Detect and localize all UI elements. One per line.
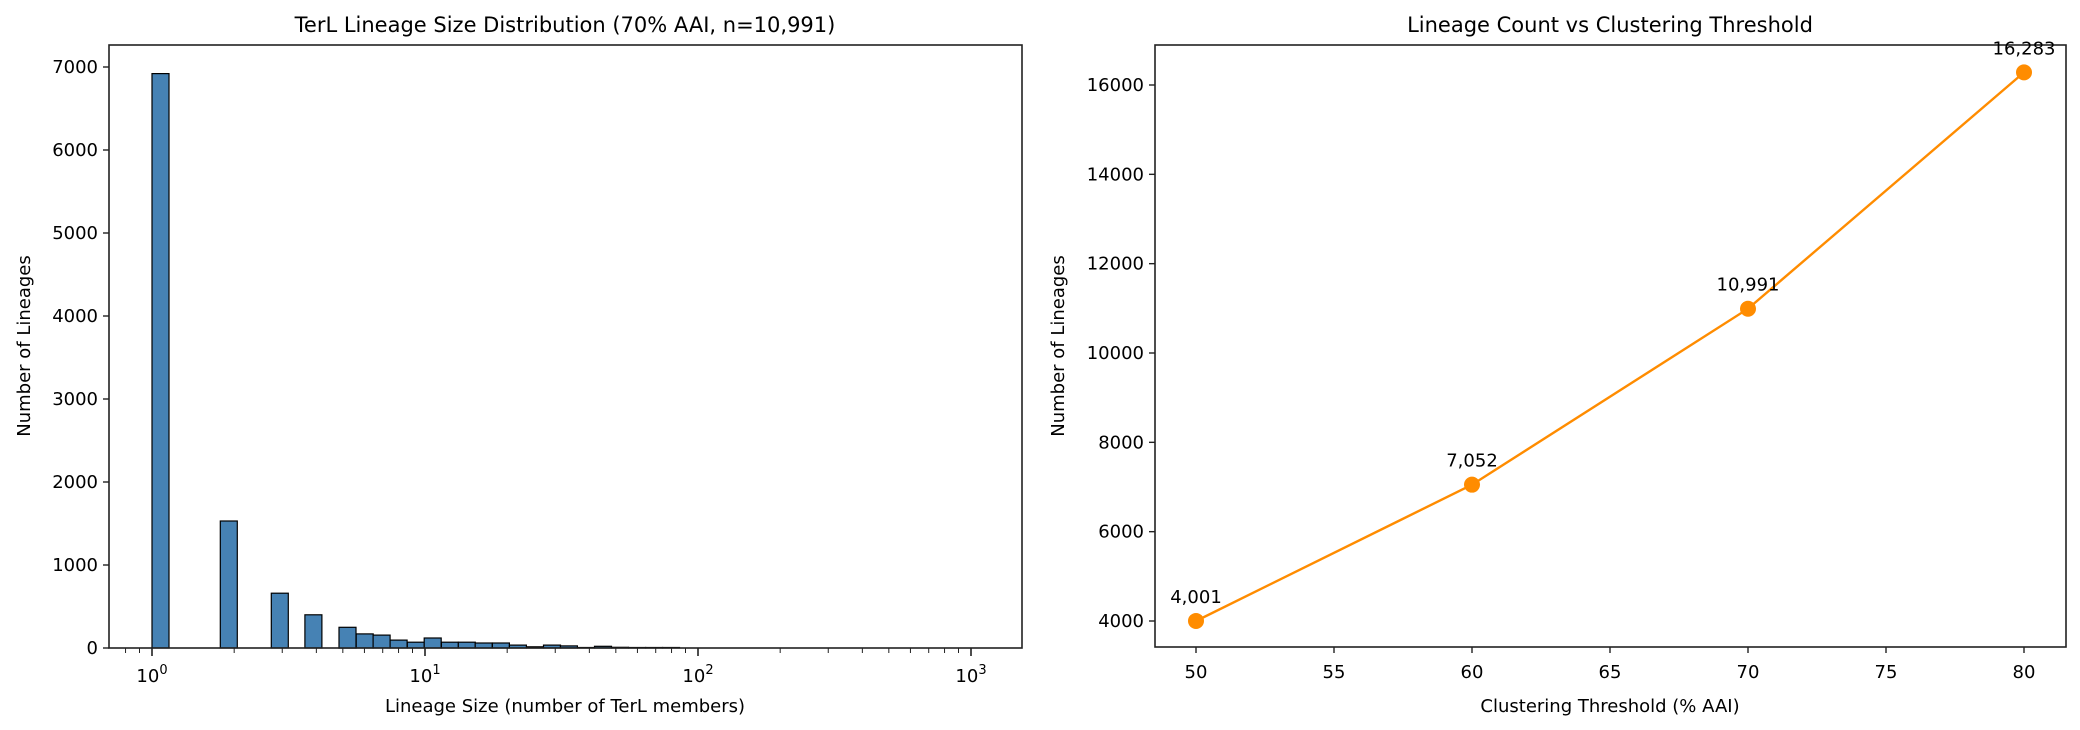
- y-tick-label: 6000: [1098, 522, 1144, 543]
- histogram-bar: [338, 626, 357, 649]
- histogram-bar: [440, 641, 459, 649]
- histogram-panel: TerL Lineage Size Distribution (70% AAI,…: [14, 13, 1023, 717]
- histogram-bar: [270, 592, 289, 649]
- x-tick-label: 103: [955, 663, 986, 687]
- histogram-bar: [406, 641, 425, 649]
- y-tick-label: 5000: [52, 223, 98, 244]
- y-tick-label: 8000: [1098, 432, 1144, 453]
- histogram-bar: [219, 520, 238, 649]
- y-tick-label: 16000: [1087, 75, 1144, 96]
- data-label: 7,052: [1446, 451, 1498, 472]
- histogram-y-ticks: 0 1000 2000 3000 4000 5000 6000 7000: [52, 57, 109, 659]
- y-tick-label: 3000: [52, 389, 98, 410]
- histogram-x-ticks: 100 101 102 103: [125, 648, 987, 687]
- histogram-bar: [372, 634, 391, 649]
- histogram-x-label: Lineage Size (number of TerL members): [385, 696, 745, 717]
- y-tick-label: 10000: [1087, 343, 1144, 364]
- data-point-marker: [1188, 612, 1204, 629]
- y-tick-label: 14000: [1087, 164, 1144, 185]
- x-tick-label: 75: [1875, 662, 1898, 683]
- line-x-ticks: 50 55 60 65 70 75 80: [1185, 647, 2036, 683]
- y-tick-label: 0: [87, 638, 98, 659]
- line-path: [1195, 71, 2025, 623]
- x-tick-label: 70: [1737, 662, 1760, 683]
- histogram-bar: [457, 641, 476, 649]
- x-tick-label: 102: [682, 663, 713, 687]
- histogram-axes-frame: [108, 44, 1023, 649]
- y-tick-label: 6000: [52, 140, 98, 161]
- x-tick-label: 60: [1461, 662, 1484, 683]
- histogram-bars: [151, 72, 681, 649]
- x-tick-label: 50: [1185, 662, 1208, 683]
- histogram-bar: [355, 633, 374, 649]
- data-point-marker: [1464, 476, 1480, 493]
- histogram-bar: [423, 637, 442, 649]
- line-y-label: Number of Lineages: [1048, 255, 1069, 437]
- line-chart-title: Lineage Count vs Clustering Threshold: [1407, 13, 1813, 37]
- x-tick-label: 100: [136, 663, 167, 687]
- histogram-y-label: Number of Lineages: [14, 255, 35, 437]
- x-tick-label: 101: [409, 663, 440, 687]
- x-tick-label: 80: [2013, 662, 2036, 683]
- line-panel: Lineage Count vs Clustering Threshold 40…: [1048, 13, 2067, 717]
- y-tick-label: 12000: [1087, 254, 1144, 275]
- y-tick-label: 2000: [52, 472, 98, 493]
- histogram-bar: [389, 639, 408, 649]
- data-label: 16,283: [1993, 38, 2056, 59]
- line-x-label: Clustering Threshold (% AAI): [1480, 696, 1739, 717]
- x-tick-label: 65: [1599, 662, 1622, 683]
- data-point-marker: [2016, 64, 2032, 81]
- histogram-bar: [151, 72, 170, 649]
- y-tick-label: 7000: [52, 57, 98, 78]
- data-label: 10,991: [1717, 275, 1780, 296]
- y-tick-label: 4000: [52, 306, 98, 327]
- line-series: 4,001 7,052 10,991 16,283: [1170, 38, 2055, 629]
- y-tick-label: 1000: [52, 555, 98, 576]
- line-axes-frame: [1154, 44, 2067, 648]
- histogram-title: TerL Lineage Size Distribution (70% AAI,…: [294, 13, 836, 37]
- line-y-ticks: 4000 6000 8000 10000 12000 14000 16000: [1087, 75, 1155, 632]
- y-tick-label: 4000: [1098, 611, 1144, 632]
- histogram-bar: [304, 614, 323, 649]
- data-label: 4,001: [1170, 587, 1222, 608]
- x-tick-label: 55: [1323, 662, 1346, 683]
- data-point-marker: [1740, 300, 1756, 317]
